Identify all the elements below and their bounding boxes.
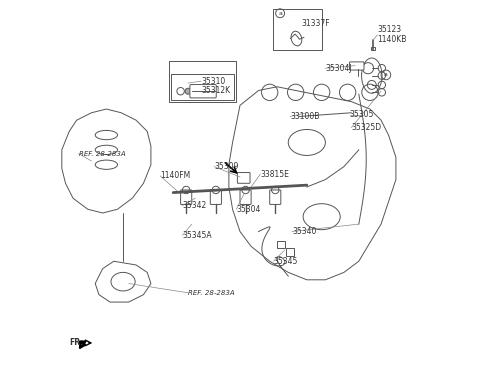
Text: 33815E: 33815E [261,169,289,178]
Text: 35309: 35309 [214,162,239,171]
Bar [171,74,234,100]
FancyBboxPatch shape [190,85,216,98]
Text: 35345: 35345 [274,257,298,266]
Circle shape [185,88,191,94]
Bar [277,241,285,248]
Text: 1140FM: 1140FM [160,171,191,180]
FancyBboxPatch shape [210,190,221,205]
Text: 35123
1140KB: 35123 1140KB [377,25,407,45]
FancyBboxPatch shape [180,190,192,205]
Text: 35305: 35305 [349,110,374,119]
Text: FR.: FR. [69,338,84,347]
Bar [287,248,294,256]
Text: 35304J: 35304J [325,64,352,73]
Text: 35310: 35310 [201,77,225,86]
FancyBboxPatch shape [238,172,250,183]
Text: 35340: 35340 [292,227,316,236]
Text: a: a [278,11,282,16]
FancyBboxPatch shape [270,190,281,205]
Text: REF. 28-283A: REF. 28-283A [79,151,125,157]
Text: a: a [384,73,388,77]
Text: REF. 28-283A: REF. 28-283A [188,290,235,296]
Bar [169,61,236,102]
FancyBboxPatch shape [240,190,251,205]
Text: 35312K: 35312K [201,86,230,95]
Text: 31337F: 31337F [301,19,330,28]
Text: 33100B: 33100B [290,112,320,121]
Bar [274,9,322,50]
Bar [371,47,375,50]
Polygon shape [80,341,86,349]
FancyBboxPatch shape [349,62,364,70]
Text: 35345A: 35345A [182,231,212,240]
Text: 35304: 35304 [236,205,261,214]
Text: 35325D: 35325D [351,123,382,132]
Text: 35342: 35342 [182,201,207,210]
